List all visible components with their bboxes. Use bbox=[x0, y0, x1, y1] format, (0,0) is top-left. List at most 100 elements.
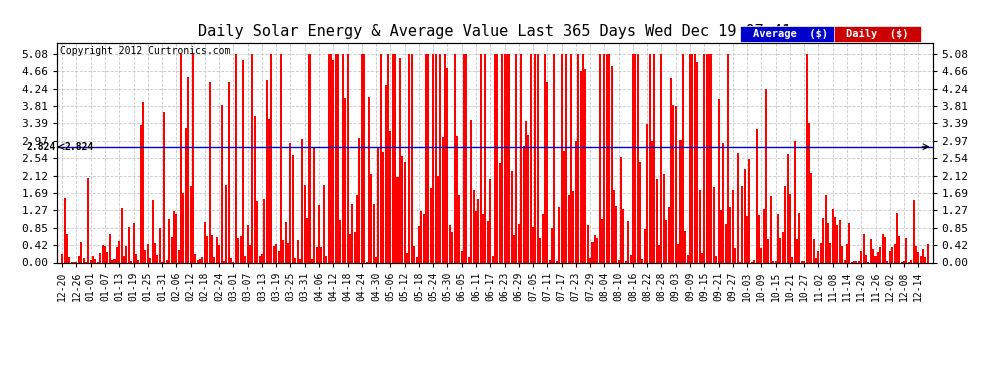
Bar bbox=[886, 261, 888, 262]
Bar bbox=[177, 250, 180, 262]
Bar bbox=[922, 249, 924, 262]
Bar bbox=[194, 254, 196, 262]
Bar bbox=[806, 54, 808, 262]
Bar bbox=[425, 54, 427, 262]
Bar bbox=[399, 58, 401, 262]
Bar bbox=[820, 243, 822, 262]
Bar bbox=[625, 261, 627, 262]
Bar bbox=[830, 243, 832, 262]
Bar bbox=[263, 199, 265, 262]
Bar bbox=[342, 54, 344, 262]
Bar bbox=[192, 54, 194, 262]
Bar bbox=[270, 54, 272, 262]
Bar bbox=[760, 248, 762, 262]
Bar bbox=[128, 227, 130, 262]
Bar bbox=[508, 54, 510, 262]
Text: Average  ($): Average ($) bbox=[752, 29, 828, 39]
Bar bbox=[151, 200, 153, 262]
Bar bbox=[532, 227, 534, 262]
Bar bbox=[277, 251, 279, 262]
Bar bbox=[584, 69, 586, 262]
Bar bbox=[758, 215, 760, 262]
Bar bbox=[713, 187, 715, 262]
Bar bbox=[401, 156, 403, 262]
Bar bbox=[68, 256, 70, 262]
Bar bbox=[346, 54, 348, 262]
Bar bbox=[353, 232, 355, 262]
Bar bbox=[489, 179, 491, 262]
Bar bbox=[453, 54, 455, 262]
Bar bbox=[767, 238, 769, 262]
Bar bbox=[211, 235, 213, 262]
Bar bbox=[646, 124, 648, 262]
Bar bbox=[218, 246, 220, 262]
Bar bbox=[563, 152, 565, 262]
Bar bbox=[109, 234, 111, 262]
Bar bbox=[328, 54, 330, 262]
Bar bbox=[325, 256, 327, 262]
Bar bbox=[832, 209, 834, 262]
Bar bbox=[555, 261, 557, 262]
Bar bbox=[801, 261, 803, 262]
Bar bbox=[484, 54, 486, 262]
Bar bbox=[858, 261, 860, 262]
Bar bbox=[368, 97, 370, 262]
Bar bbox=[456, 136, 458, 262]
Bar bbox=[63, 198, 65, 262]
Bar bbox=[258, 256, 260, 262]
Bar bbox=[803, 261, 805, 262]
Bar bbox=[660, 54, 662, 262]
Bar bbox=[499, 163, 501, 262]
Title: Daily Solar Energy & Average Value Last 365 Days Wed Dec 19 07:41: Daily Solar Energy & Average Value Last … bbox=[198, 24, 792, 39]
Bar bbox=[460, 251, 462, 262]
Bar bbox=[927, 244, 929, 262]
Bar bbox=[118, 242, 120, 262]
Bar bbox=[677, 244, 679, 262]
Bar bbox=[906, 238, 908, 262]
Bar bbox=[330, 54, 332, 262]
Bar bbox=[285, 222, 287, 262]
Bar bbox=[665, 220, 667, 262]
Bar bbox=[273, 246, 275, 262]
Bar bbox=[789, 194, 791, 262]
Bar bbox=[230, 258, 232, 262]
Bar bbox=[896, 213, 898, 262]
Bar bbox=[165, 260, 168, 262]
Bar bbox=[413, 246, 415, 262]
Bar bbox=[242, 60, 244, 262]
Bar bbox=[345, 98, 346, 262]
Bar bbox=[204, 222, 206, 262]
Bar bbox=[587, 225, 589, 262]
Bar bbox=[822, 218, 825, 262]
Bar bbox=[66, 234, 68, 262]
Bar bbox=[608, 54, 610, 262]
Bar bbox=[409, 54, 411, 262]
Text: 2.824: 2.824 bbox=[64, 142, 94, 152]
Bar bbox=[392, 54, 394, 262]
Bar bbox=[223, 261, 225, 262]
Bar bbox=[737, 153, 739, 262]
Bar bbox=[843, 260, 845, 262]
Bar bbox=[848, 223, 850, 262]
Bar bbox=[78, 256, 80, 262]
Bar bbox=[482, 214, 484, 262]
Bar bbox=[687, 255, 689, 262]
Bar bbox=[742, 186, 743, 262]
Bar bbox=[433, 54, 435, 262]
Bar bbox=[221, 105, 223, 262]
Bar bbox=[311, 260, 313, 262]
Bar bbox=[292, 155, 294, 262]
Bar bbox=[516, 54, 518, 262]
Bar bbox=[720, 210, 722, 262]
Bar bbox=[94, 260, 96, 262]
Bar bbox=[372, 204, 375, 262]
Bar bbox=[406, 253, 408, 262]
Bar bbox=[423, 214, 425, 262]
Bar bbox=[540, 238, 542, 262]
Bar bbox=[289, 142, 291, 262]
Bar bbox=[755, 129, 757, 262]
Bar bbox=[870, 238, 872, 262]
Bar bbox=[337, 54, 339, 262]
Bar bbox=[240, 236, 242, 262]
Bar bbox=[601, 219, 603, 262]
